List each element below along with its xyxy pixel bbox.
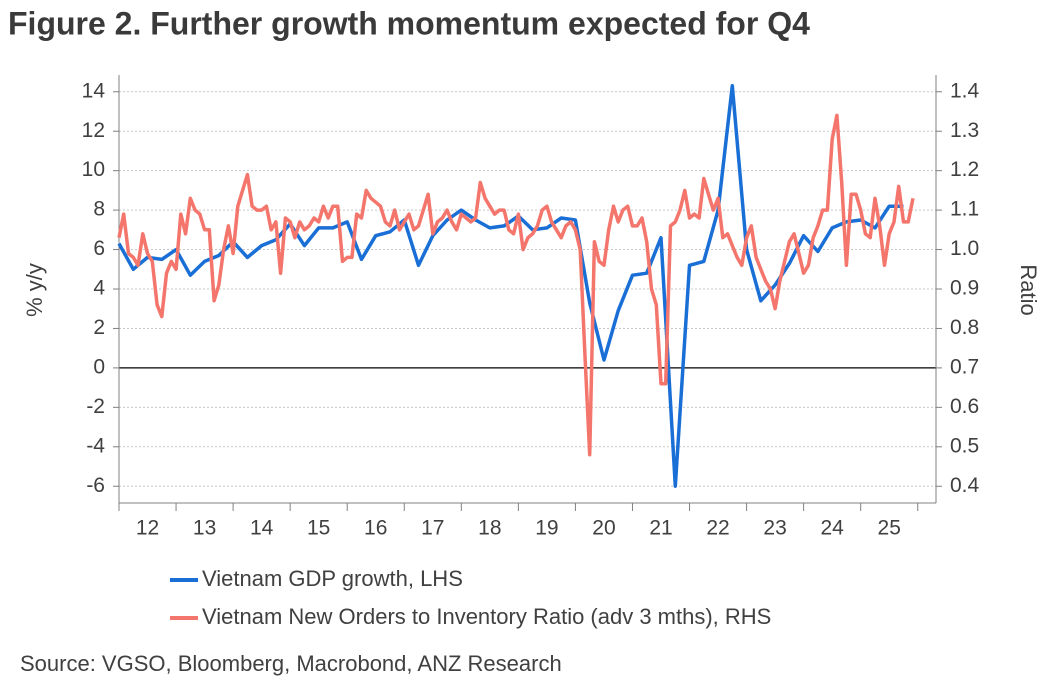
y2-tick-label: 1.0 xyxy=(950,237,979,260)
x-tick-label: 17 xyxy=(421,517,444,540)
x-tick-label: 24 xyxy=(820,517,844,540)
y2-tick-label: 0.4 xyxy=(950,474,980,497)
y2-tick-label: 1.3 xyxy=(950,119,979,142)
x-tick-label: 14 xyxy=(250,517,274,540)
x-tick-label: 18 xyxy=(478,517,501,540)
y-tick-label: -4 xyxy=(86,434,105,457)
y-tick-label: 10 xyxy=(82,158,105,181)
source-note: Source: VGSO, Bloomberg, Macrobond, ANZ … xyxy=(20,651,562,676)
y-tick-label: -6 xyxy=(86,474,105,497)
y-tick-label: 6 xyxy=(93,237,105,260)
x-tick-label: 15 xyxy=(307,517,330,540)
y2-tick-label: 0.8 xyxy=(950,316,979,339)
x-tick-label: 13 xyxy=(193,517,216,540)
y2-tick-label: 0.5 xyxy=(950,434,979,457)
y2-tick-label: 0.9 xyxy=(950,277,979,300)
y2-axis-label: Ratio xyxy=(1016,264,1041,315)
x-tick-label: 16 xyxy=(364,517,387,540)
y-tick-label: 0 xyxy=(93,355,105,378)
y-tick-label: 12 xyxy=(82,119,105,142)
x-tick-label: 20 xyxy=(592,517,615,540)
x-tick-label: 25 xyxy=(878,517,901,540)
y-tick-label: 4 xyxy=(93,277,105,300)
y2-tick-label: 1.4 xyxy=(950,79,980,102)
x-tick-label: 23 xyxy=(763,517,786,540)
x-tick-label: 21 xyxy=(649,517,672,540)
y-tick-label: 14 xyxy=(82,79,106,102)
chart-title: Figure 2. Further growth momentum expect… xyxy=(8,5,810,41)
y2-tick-label: 0.7 xyxy=(950,355,979,378)
y-tick-label: -2 xyxy=(86,395,105,418)
series-line xyxy=(117,84,904,488)
x-tick-label: 19 xyxy=(535,517,558,540)
y-tick-label: 2 xyxy=(93,316,105,339)
y2-tick-label: 1.2 xyxy=(950,158,979,181)
y2-tick-label: 1.1 xyxy=(950,198,979,221)
y2-tick-label: 0.6 xyxy=(950,395,979,418)
x-tick-label: 22 xyxy=(706,517,729,540)
x-tick-label: 12 xyxy=(136,517,159,540)
legend-label: Vietnam New Orders to Inventory Ratio (a… xyxy=(202,604,771,629)
y-tick-label: 8 xyxy=(93,198,105,221)
y-axis-label: % y/y xyxy=(22,263,47,317)
series-line xyxy=(117,113,915,457)
legend-label: Vietnam GDP growth, LHS xyxy=(202,566,463,591)
